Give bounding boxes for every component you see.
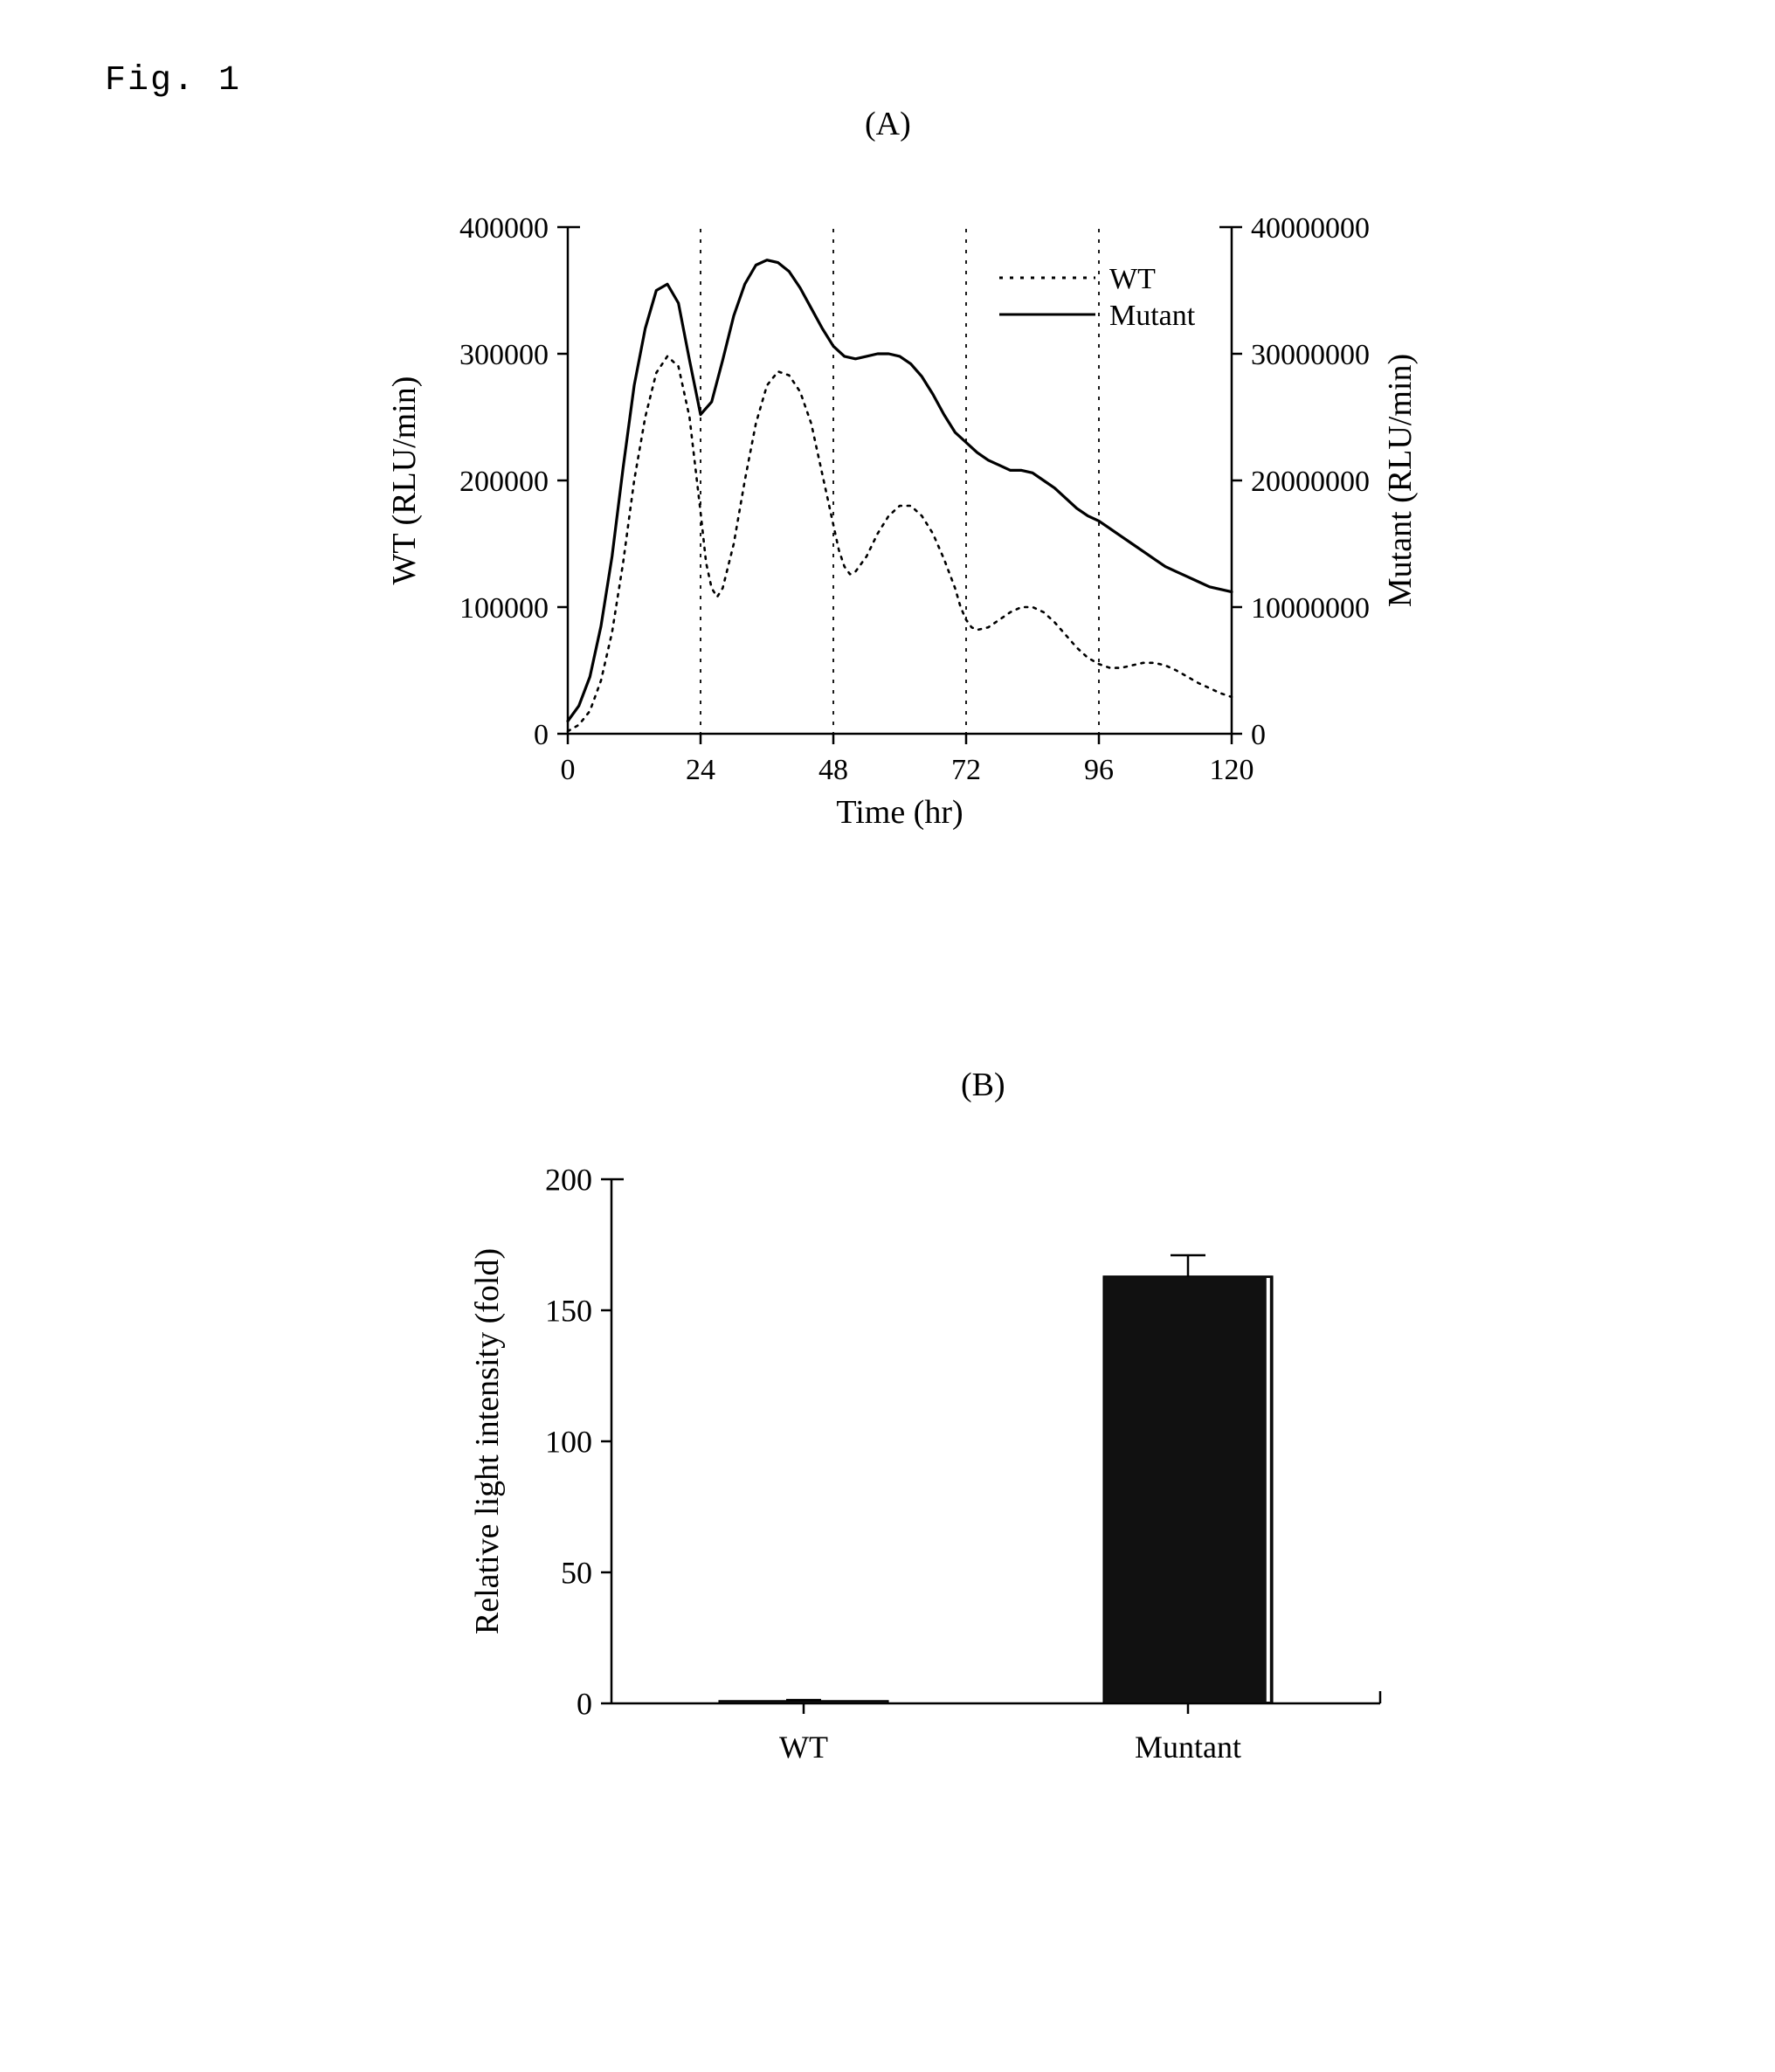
svg-text:Mutant (RLU/min): Mutant (RLU/min) [1382,354,1419,607]
svg-text:200: 200 [545,1163,592,1198]
svg-text:72: 72 [951,754,981,786]
svg-text:Mutant: Mutant [1109,300,1196,332]
figure-label: Fig. 1 [105,61,241,100]
svg-text:30000000: 30000000 [1251,339,1370,371]
svg-text:WT (RLU/min): WT (RLU/min) [386,376,423,585]
svg-text:96: 96 [1084,754,1114,786]
svg-text:400000: 400000 [459,212,549,245]
svg-text:WT: WT [1109,263,1156,295]
svg-text:40000000: 40000000 [1251,212,1370,245]
svg-text:0: 0 [534,719,549,751]
svg-text:20000000: 20000000 [1251,466,1370,498]
svg-text:50: 50 [561,1556,592,1591]
panel-b-chart: 0 50 100 150 200 Relative light intensity (fo… [402,1118,1433,1808]
svg-text:100: 100 [545,1425,592,1460]
svg-text:48: 48 [818,754,848,786]
bar-wt [719,1701,888,1703]
svg-text:200000: 200000 [459,466,549,498]
svg-text:0: 0 [561,754,576,786]
svg-text:120: 120 [1210,754,1254,786]
svg-text:Time (hr): Time (hr) [836,794,963,831]
panel-a-chart: 0 100000 200000 300000 400000 0 10000000 200000… [332,157,1450,874]
svg-text:150: 150 [545,1294,592,1329]
svg-text:WT: WT [779,1730,828,1765]
panel-b-label: (B) [961,1066,1005,1104]
svg-text:0: 0 [1251,719,1266,751]
svg-text:300000: 300000 [459,339,549,371]
svg-text:0: 0 [577,1687,592,1722]
svg-text:24: 24 [686,754,715,786]
svg-text:10000000: 10000000 [1251,592,1370,625]
bar-muntant [1103,1276,1273,1703]
svg-text:Muntant: Muntant [1135,1730,1241,1765]
svg-text:Relative light intensity (fold: Relative light intensity (fold) [469,1248,506,1634]
panel-a-label: (A) [865,105,911,143]
svg-text:100000: 100000 [459,592,549,625]
